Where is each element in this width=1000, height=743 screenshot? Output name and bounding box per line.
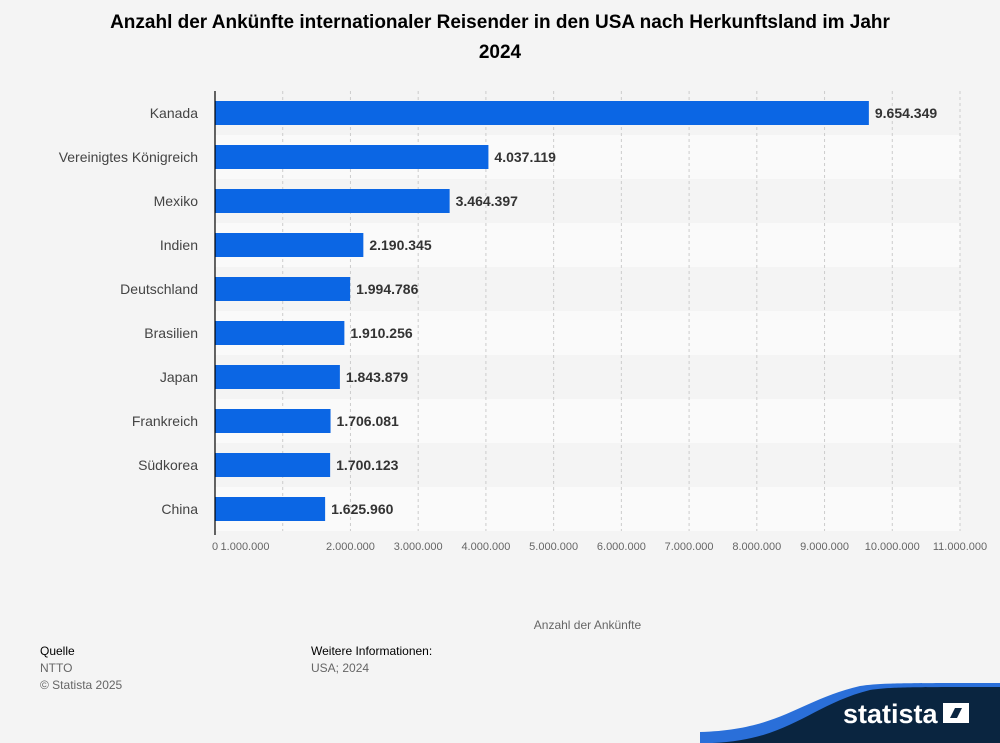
x-tick-label: 7.000.000 (665, 541, 714, 553)
data-label: 2.190.345 (369, 237, 431, 253)
category-label: Indien (160, 237, 198, 253)
data-label: 1.994.786 (356, 281, 418, 297)
row-band (215, 399, 960, 443)
x-tick-label: 3.000.000 (394, 541, 443, 553)
bar (215, 321, 345, 345)
category-label: Frankreich (132, 413, 198, 429)
x-tick-label: 11.000.000 (933, 541, 987, 553)
data-label: 1.843.879 (346, 369, 408, 385)
data-label: 1.706.081 (337, 413, 399, 429)
bar (215, 453, 331, 477)
data-label: 9.654.349 (875, 105, 937, 121)
x-tick-label: 8.000.000 (732, 541, 781, 553)
data-label: 1.910.256 (350, 325, 412, 341)
data-label: 3.464.397 (456, 193, 518, 209)
category-label: Vereinigtes Königreich (59, 149, 198, 165)
row-band (215, 443, 960, 487)
x-tick-label: 9.000.000 (800, 541, 849, 553)
info-heading: Weitere Informationen: (311, 644, 433, 658)
category-label: Deutschland (120, 281, 198, 297)
x-tick-label: 1.000.000 (221, 541, 270, 553)
info-value: USA; 2024 (311, 661, 370, 675)
source-value[interactable]: NTTO (40, 661, 73, 675)
chart-title: Anzahl der Ankünfte internationaler Reis… (110, 12, 890, 63)
x-tick-label: 2.000.000 (326, 541, 375, 553)
x-tick-label: 4.000.000 (461, 541, 510, 553)
x-tick-label: 5.000.000 (529, 541, 578, 553)
data-label: 4.037.119 (494, 149, 556, 165)
bar (215, 277, 351, 301)
category-label: Japan (160, 369, 198, 385)
bar (215, 189, 450, 213)
bar (215, 497, 326, 521)
source-block: Quelle NTTO © Statista 2025 (40, 643, 122, 694)
category-label: Mexiko (154, 193, 199, 209)
bar (215, 365, 340, 389)
bar (215, 101, 869, 125)
copyright: © Statista 2025 (40, 678, 123, 692)
category-label: Kanada (150, 105, 198, 121)
x-tick-label: 0 (212, 541, 218, 553)
x-tick-label: 6.000.000 (597, 541, 646, 553)
data-label: 1.700.123 (336, 457, 398, 473)
info-block: Weitere Informationen: USA; 2024 (311, 643, 432, 677)
row-band (215, 487, 960, 531)
source-heading: Quelle (40, 644, 75, 658)
category-label: Brasilien (144, 325, 198, 341)
x-axis-label: Anzahl der Ankünfte (533, 618, 642, 632)
bar (215, 409, 331, 433)
category-label: Südkorea (138, 457, 198, 473)
category-label: China (161, 501, 198, 517)
data-label: 1.625.960 (331, 501, 393, 517)
bar (215, 145, 489, 169)
x-tick-label: 10.000.000 (865, 541, 920, 553)
bar (215, 233, 364, 257)
